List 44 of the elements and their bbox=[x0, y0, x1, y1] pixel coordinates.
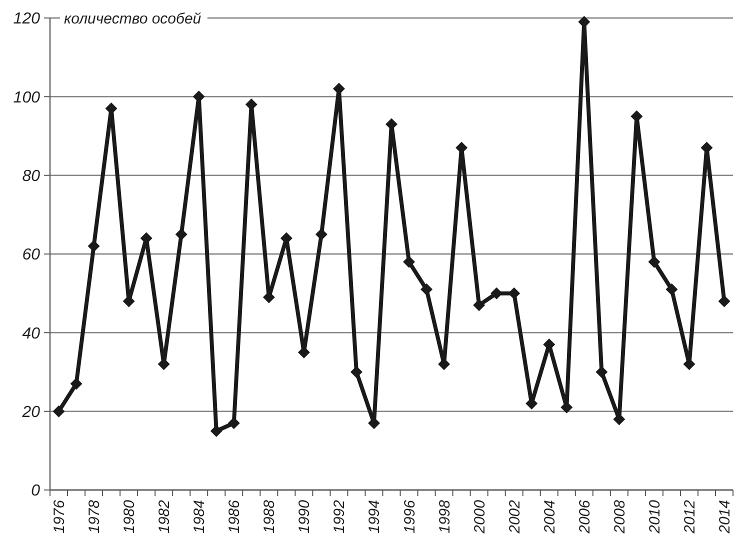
x-tick-label: 2008 bbox=[611, 499, 628, 534]
y-tick-label: 80 bbox=[22, 168, 40, 185]
y-axis-title: количество особей bbox=[64, 10, 202, 28]
y-tick-label: 40 bbox=[22, 325, 40, 342]
point bbox=[666, 283, 678, 296]
x-tick-label: 1986 bbox=[226, 499, 244, 534]
x-tick-label: 1978 bbox=[86, 499, 104, 534]
y-tick-label: 120 bbox=[13, 10, 40, 28]
point bbox=[508, 287, 520, 300]
point bbox=[473, 299, 486, 312]
x-tick-label: 1976 bbox=[51, 499, 68, 534]
x-tick-label: 2004 bbox=[541, 500, 558, 534]
point bbox=[70, 378, 82, 390]
point bbox=[718, 295, 730, 308]
x-tick-label: 1990 bbox=[296, 499, 314, 534]
point bbox=[52, 405, 65, 418]
x-tick-label: 1994 bbox=[366, 500, 384, 534]
point bbox=[403, 256, 416, 268]
point bbox=[315, 228, 328, 240]
x-tick-label: 1998 bbox=[436, 499, 454, 534]
y-tick-label: 100 bbox=[13, 89, 40, 106]
x-tick-label: 2006 bbox=[576, 499, 594, 534]
y-tick-label: 60 bbox=[22, 246, 40, 264]
x-tick-label: 2014 bbox=[716, 500, 734, 534]
x-tick-label: 1988 bbox=[261, 499, 278, 534]
y-tick-label: 0 bbox=[31, 482, 40, 500]
point bbox=[350, 366, 362, 378]
point bbox=[596, 366, 608, 378]
x-tick-label: 1980 bbox=[121, 499, 138, 534]
x-tick-label: 1996 bbox=[401, 499, 418, 534]
y-tick-label: 20 bbox=[21, 404, 40, 421]
x-tick-label: 2000 bbox=[471, 499, 488, 534]
point bbox=[420, 283, 433, 296]
point bbox=[88, 240, 100, 252]
x-tick-label: 1984 bbox=[191, 500, 208, 534]
point bbox=[210, 425, 222, 437]
point bbox=[175, 228, 188, 240]
point bbox=[648, 256, 660, 268]
x-tick-label: 1992 bbox=[331, 499, 348, 534]
x-tick-label: 2002 bbox=[506, 499, 524, 534]
x-tick-label: 2010 bbox=[646, 499, 664, 534]
x-tick-label: 2012 bbox=[681, 499, 698, 534]
point bbox=[228, 417, 240, 430]
x-tick-label: 1982 bbox=[156, 499, 174, 534]
